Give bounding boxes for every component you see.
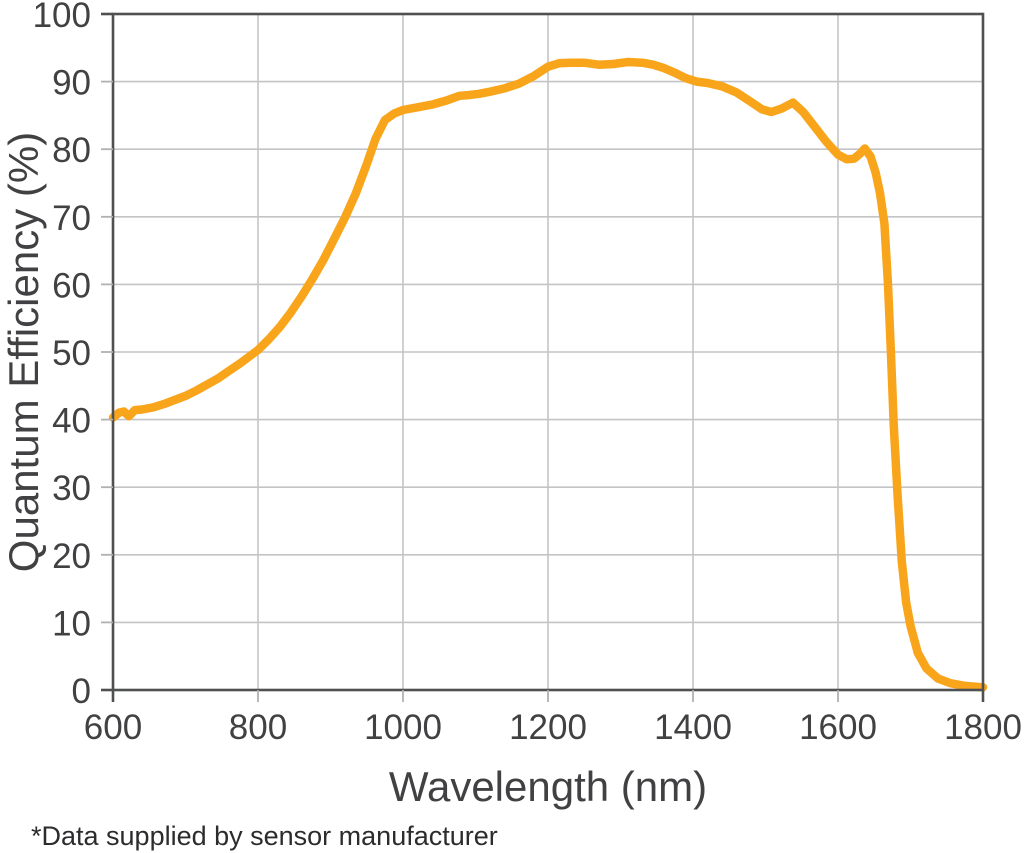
- y-tick-label: 90: [52, 64, 91, 103]
- x-tick-label: 1200: [509, 708, 587, 747]
- y-tick-label: 30: [52, 469, 91, 508]
- y-tick-label: 20: [52, 537, 91, 576]
- x-tick-label: 1800: [944, 708, 1022, 747]
- y-tick-label: 60: [52, 266, 91, 305]
- footnote: *Data supplied by sensor manufacturer: [31, 821, 498, 851]
- y-tick-label: 0: [72, 672, 91, 711]
- y-tick-label: 40: [52, 402, 91, 441]
- y-axis-title: Quantum Efficiency (%): [0, 132, 47, 572]
- qe-curve: [108, 57, 988, 692]
- x-tick-label: 1600: [799, 708, 877, 747]
- x-axis-title: Wavelength (nm): [389, 763, 707, 810]
- x-tick-label: 1400: [654, 708, 732, 747]
- x-tick-label: 600: [84, 708, 142, 747]
- y-tick-label: 70: [52, 199, 91, 238]
- curve-layer: [108, 57, 988, 692]
- y-tick-label: 10: [52, 604, 91, 643]
- axis-tick-labels: 600 800 1000 1200 1400 1600 1800 0 10 20 30 40 50 60 7…: [33, 0, 1022, 747]
- x-tick-label: 800: [229, 708, 287, 747]
- axis-ticks: [101, 12, 985, 702]
- y-tick-label: 50: [52, 334, 91, 373]
- y-tick-label: 100: [33, 0, 91, 35]
- x-tick-label: 1000: [364, 708, 442, 747]
- y-tick-label: 80: [52, 131, 91, 170]
- gridlines: [113, 14, 983, 690]
